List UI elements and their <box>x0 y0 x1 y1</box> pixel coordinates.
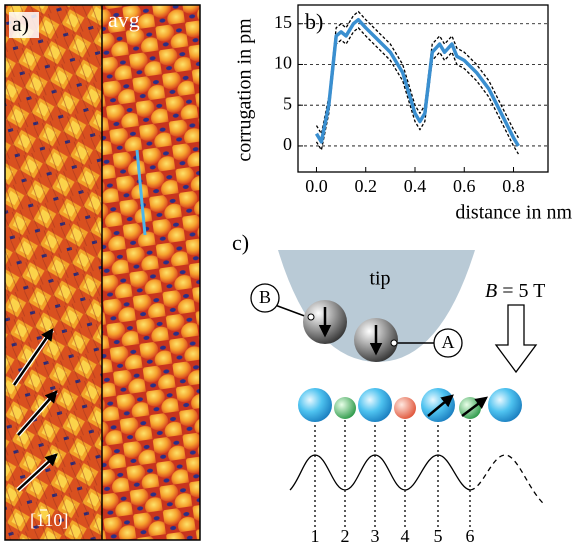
panel-b: b) corrugation in pm distance in nm 0 5 10… <box>234 4 572 224</box>
x-tick-label: 0.2 <box>354 176 377 196</box>
series-line <box>315 27 519 155</box>
y-tick-label: 10 <box>274 53 292 73</box>
y-tick-label: 0 <box>283 134 292 154</box>
atom <box>394 397 416 419</box>
site-label: 3 <box>371 526 380 546</box>
x-tick-label: 0.4 <box>404 176 427 196</box>
label-box <box>9 12 39 38</box>
corrugation-curve-extrapolated <box>469 454 546 506</box>
atom <box>358 388 392 422</box>
stm-image <box>5 5 102 540</box>
panel-label: b) <box>305 9 323 34</box>
site-lines <box>314 420 471 528</box>
field-arrow <box>494 304 538 374</box>
atom-b-label: B <box>259 287 271 307</box>
x-tick-label: 0.8 <box>502 176 525 196</box>
direction-label: [110] <box>30 510 68 530</box>
dot <box>307 313 315 321</box>
series-line <box>315 10 519 139</box>
atom <box>421 388 455 422</box>
y-tick-label: 15 <box>274 12 292 32</box>
site-label: 4 <box>401 526 410 546</box>
site-label: 1 <box>311 526 320 546</box>
atom <box>298 388 332 422</box>
site-label: 5 <box>434 526 443 546</box>
field-label: B = 5 T <box>485 280 545 302</box>
panel-label: c) <box>232 230 249 255</box>
profile-line <box>135 149 147 236</box>
spin-arrow <box>461 396 488 417</box>
panel-a: a) avg [110] <box>4 4 201 541</box>
spin-arrow <box>427 394 454 417</box>
y-tick-label: 5 <box>283 93 292 113</box>
x-tick-label: 0.6 <box>453 176 476 196</box>
panel-label: a) <box>12 11 29 36</box>
atom-a-circle <box>433 328 463 358</box>
dot <box>390 339 398 347</box>
atom <box>488 388 522 422</box>
arrows <box>12 327 58 491</box>
series-line <box>314 17 520 147</box>
stm-image-avg <box>102 5 200 540</box>
atom-a-label: A <box>442 332 455 352</box>
plot-frame <box>297 4 549 173</box>
y-axis-label: corrugation in pm <box>234 18 256 162</box>
corrugation-curve <box>289 454 471 491</box>
panel-c: c) tip B A B = 5 T <box>232 230 546 528</box>
site-label: 2 <box>341 526 350 546</box>
avg-label: avg <box>108 7 140 32</box>
site-label: 6 <box>466 526 475 546</box>
atom-b-circle <box>250 283 280 313</box>
x-axis-label: distance in nm <box>455 202 572 224</box>
atom <box>334 397 356 419</box>
field-symbol: B <box>485 280 497 302</box>
field-value: = 5 T <box>497 280 545 302</box>
x-tick-label: 0.0 <box>305 176 328 196</box>
tip-label: tip <box>369 268 390 290</box>
